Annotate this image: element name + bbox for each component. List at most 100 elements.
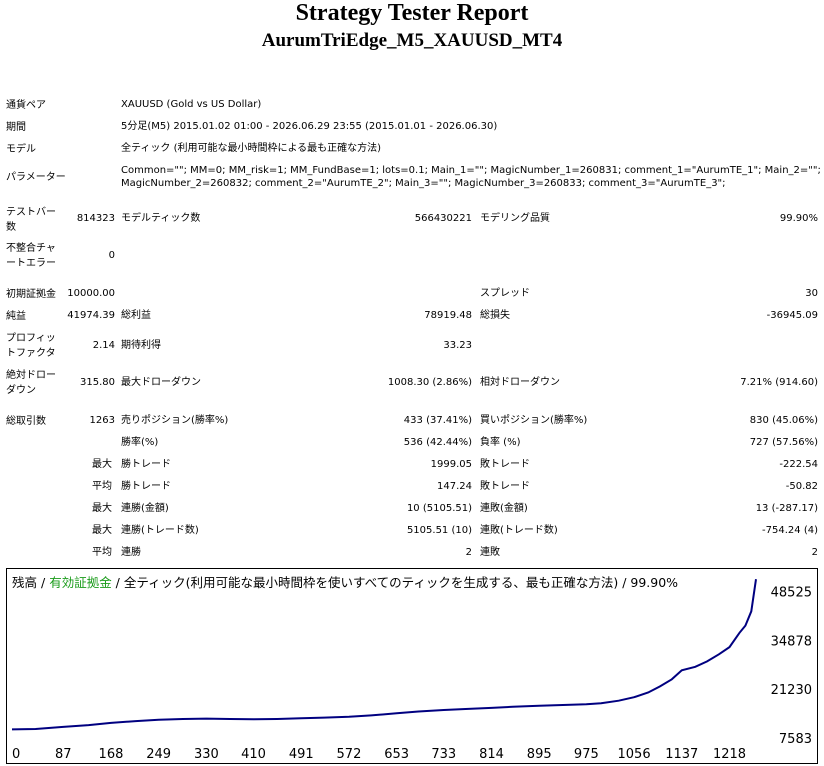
profit-factor-value: 2.14 <box>92 340 115 351</box>
x-tick-label: 572 <box>337 747 362 762</box>
loss-rate-label: 負率 (%) <box>480 437 521 448</box>
deposit-value: 10000.00 <box>67 288 115 299</box>
net-label: 純益 <box>6 311 26 322</box>
deposit-label: 初期証拠金 <box>6 289 56 300</box>
mismatch-value: 0 <box>108 250 115 261</box>
x-tick-label: 1137 <box>665 747 698 762</box>
x-tick-label: 814 <box>479 747 504 762</box>
avg-win-label: 勝トレード <box>121 481 171 492</box>
gross-profit-label: 総利益 <box>121 310 151 321</box>
balance-line <box>11 579 757 731</box>
win-rate-value: 536 (42.44%) <box>403 437 472 448</box>
avg-consec-win-value: 2 <box>465 547 472 558</box>
max-label: 最大 <box>92 525 112 536</box>
params-label: パラメーター <box>6 172 66 183</box>
max-consec-win-value: 10 (5105.51) <box>406 503 472 514</box>
period-label: 期間 <box>6 122 26 133</box>
x-tick-label: 330 <box>194 747 219 762</box>
rel-dd-value: 7.21% (914.60) <box>740 377 818 388</box>
period-value: 5分足(M5) 2015.01.02 01:00 - 2026.06.29 23… <box>121 121 498 132</box>
legend-equity: 有効証拠金 <box>49 575 112 590</box>
avg-win-value: 147.24 <box>437 481 472 492</box>
quality-label: モデリング品質 <box>480 213 550 224</box>
x-tick-label: 1218 <box>713 747 746 762</box>
max-consec-lossamt-label: 連敗(トレード数) <box>480 525 558 536</box>
x-tick-label: 168 <box>99 747 124 762</box>
bars-label: テストバー数 <box>6 207 56 233</box>
short-label: 売りポジション(勝率%) <box>121 415 229 426</box>
avg-consec-loss-value: 2 <box>811 547 818 558</box>
expected-value: 33.23 <box>443 340 472 351</box>
x-tick-label: 249 <box>146 747 171 762</box>
pair-label: 通貨ペア <box>6 100 46 111</box>
largest-win-label: 勝トレード <box>121 459 171 470</box>
net-value: 41974.39 <box>67 310 115 321</box>
expected-label: 期待利得 <box>121 340 161 351</box>
x-tick-label: 975 <box>574 747 599 762</box>
report-subtitle: AurumTriEdge_M5_XAUUSD_MT4 <box>261 30 563 51</box>
quality-value: 99.90% <box>779 213 818 224</box>
max-consec-profit-label: 連勝(トレード数) <box>121 525 199 536</box>
abs-dd-label: 絶対ドロー ダウン <box>6 370 56 396</box>
report-title: Strategy Tester Report <box>295 0 529 26</box>
trades-value: 1263 <box>89 415 115 426</box>
avg-label: 平均 <box>92 547 112 558</box>
pair-value: XAUUSD (Gold vs US Dollar) <box>121 99 262 110</box>
abs-dd-value: 315.80 <box>80 377 115 388</box>
ticks-value: 566430221 <box>414 213 472 224</box>
legend-balance: 残高 <box>12 575 38 590</box>
gross-loss-label: 総損失 <box>480 310 510 321</box>
max-dd-value: 1008.30 (2.86%) <box>387 377 472 388</box>
win-rate-label: 勝率(%) <box>121 437 159 448</box>
largest-loss-value: -222.54 <box>779 459 818 470</box>
short-value: 433 (37.41%) <box>403 415 472 426</box>
avg-loss-label: 敗トレード <box>480 481 530 492</box>
avg-consec-loss-label: 連敗 <box>480 547 500 558</box>
x-tick-label: 410 <box>241 747 266 762</box>
max-consec-lossamt-value: -754.24 (4) <box>762 525 818 536</box>
loss-rate-value: 727 (57.56%) <box>749 437 818 448</box>
max-dd-label: 最大ドローダウン <box>121 377 201 388</box>
y-tick-label: 7583 <box>779 732 812 747</box>
avg-consec-win-label: 連勝 <box>121 547 141 558</box>
x-tick-label: 895 <box>527 747 552 762</box>
avg-loss-value: -50.82 <box>785 481 818 492</box>
trades-label: 総取引数 <box>6 416 46 427</box>
x-tick-label: 733 <box>431 747 456 762</box>
max-consec-loss-value: 13 (-287.17) <box>755 503 818 514</box>
gross-loss-value: -36945.09 <box>766 310 818 321</box>
long-label: 買いポジション(勝率%) <box>480 415 588 426</box>
mismatch-label: 不整合チャ ートエラー <box>6 243 56 269</box>
rel-dd-label: 相対ドローダウン <box>480 377 560 388</box>
y-tick-label: 21230 <box>771 683 812 698</box>
model-label: モデル <box>6 144 36 155</box>
params-line-1: Common=""; MM=0; MM_risk=1; MM_FundBase=… <box>121 165 821 176</box>
x-tick-label: 1056 <box>618 747 651 762</box>
max-label: 最大 <box>92 503 112 514</box>
spread-label: スプレッド <box>480 288 530 299</box>
model-value: 全ティック (利用可能な最小時間枠による最も正確な方法) <box>121 143 382 154</box>
max-consec-loss-label: 連敗(金額) <box>480 503 528 514</box>
bars-value: 814323 <box>76 213 115 224</box>
ticks-label: モデルティック数 <box>121 213 201 224</box>
largest-loss-label: 敗トレード <box>480 459 530 470</box>
gross-profit-value: 78919.48 <box>424 310 472 321</box>
max-consec-profit-value: 5105.51 (10) <box>406 525 472 536</box>
balance-chart: 0 87 168 249 330 410 491 572 653 733 814 895 975 1056… <box>6 568 818 764</box>
largest-win-value: 1999.05 <box>430 459 472 470</box>
chart-legend: 残高 / 有効証拠金 / 全ティック(利用可能な最小時間枠を使いすべてのティック… <box>12 575 679 590</box>
y-tick-label: 48525 <box>771 586 812 601</box>
avg-label: 平均 <box>92 481 112 492</box>
max-consec-win-label: 連勝(金額) <box>121 503 169 514</box>
x-tick-label: 653 <box>384 747 409 762</box>
x-tick-label: 0 <box>12 747 20 762</box>
x-tick-label: 491 <box>289 747 314 762</box>
legend-rest: / 全ティック(利用可能な最小時間枠を使いすべてのティックを生成する、最も正確な… <box>111 575 679 590</box>
max-label: 最大 <box>92 459 112 470</box>
spread-value: 30 <box>805 288 818 299</box>
profit-factor-label: プロフィッ トファクタ <box>6 333 56 359</box>
x-tick-label: 87 <box>55 747 72 762</box>
params-line-2: MagicNumber_2=260832; comment_2="AurumTE… <box>121 178 726 189</box>
long-value: 830 (45.06%) <box>749 415 818 426</box>
y-tick-label: 34878 <box>771 634 812 649</box>
